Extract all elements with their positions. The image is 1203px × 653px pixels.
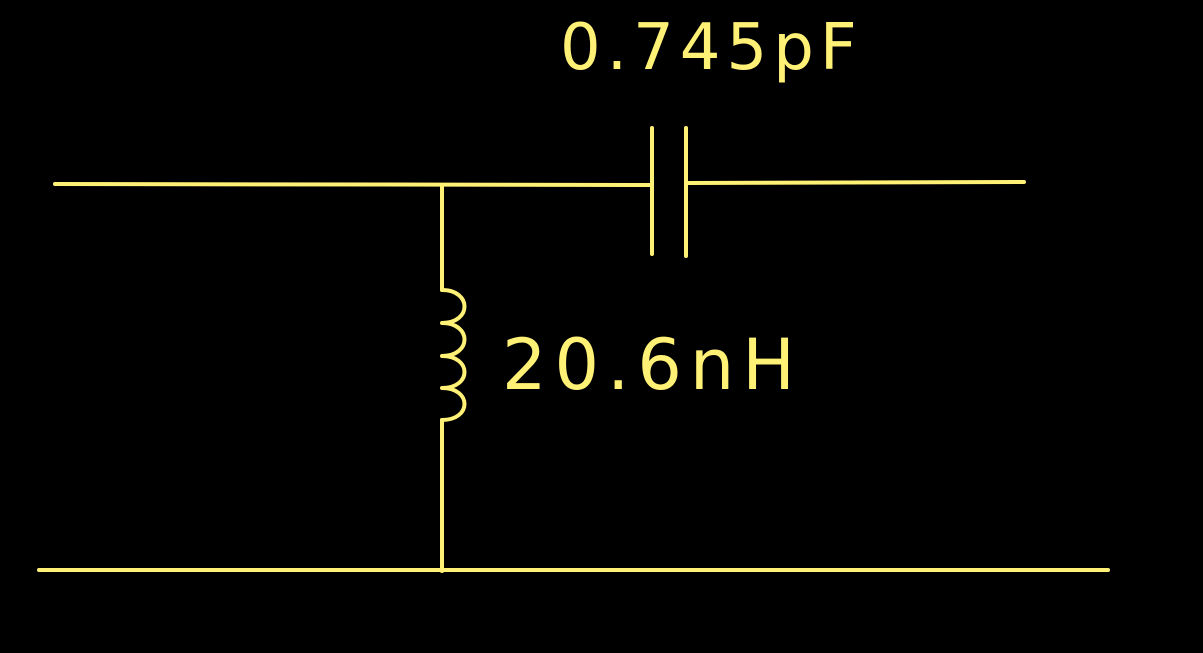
top-wire-right [686,180,1026,185]
inductor-value-label: 20.6nH [502,324,803,406]
top-wire-left [53,182,652,187]
capacitor-value-label: 0.745pF [560,11,863,85]
inductor-coil [440,288,467,422]
